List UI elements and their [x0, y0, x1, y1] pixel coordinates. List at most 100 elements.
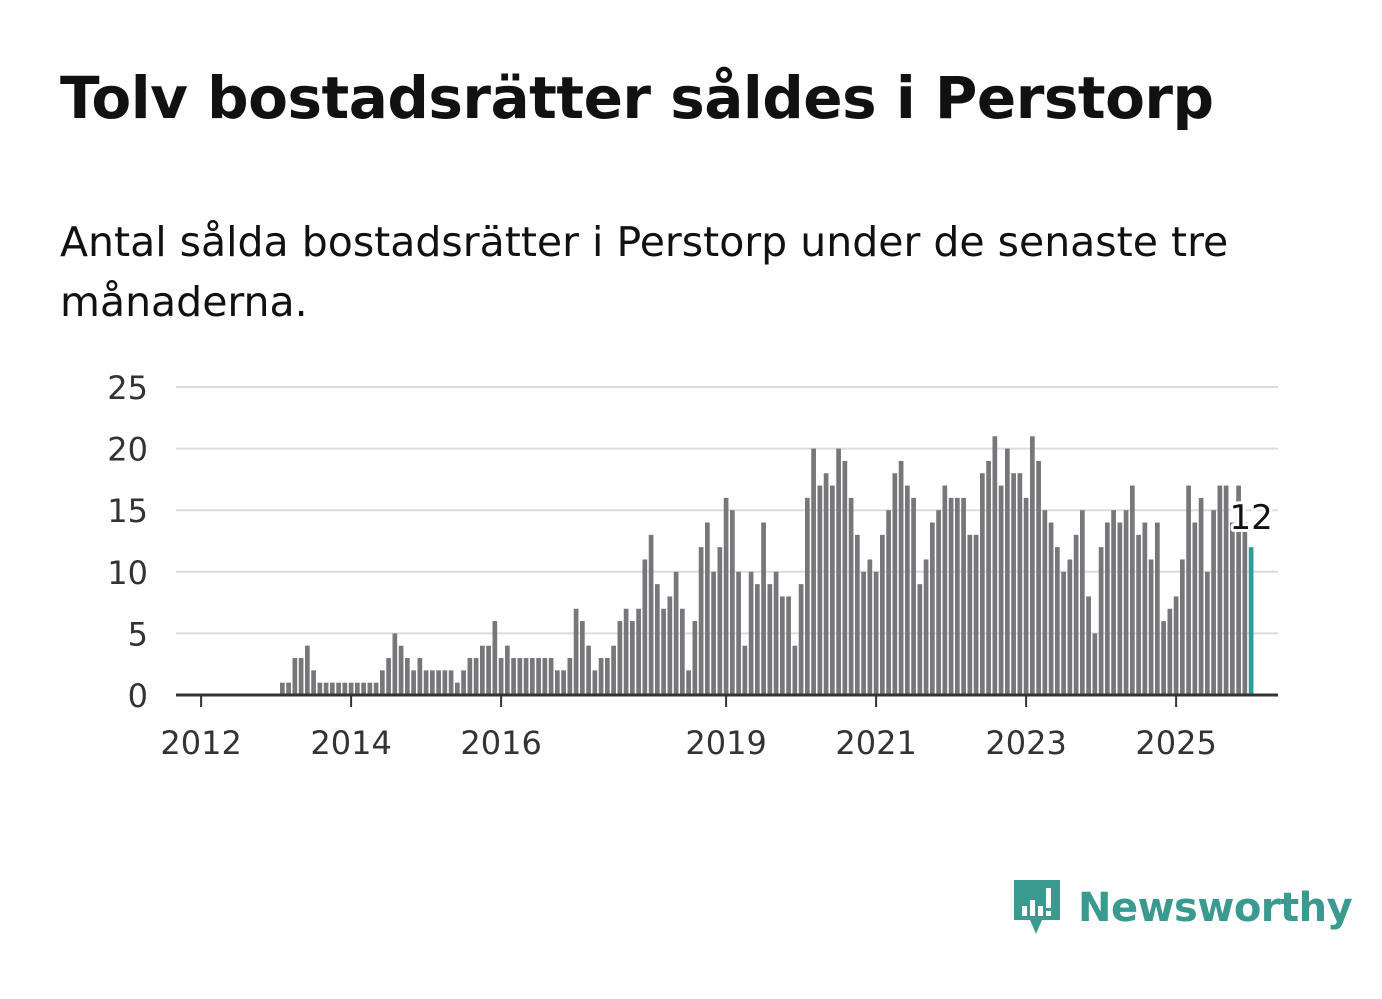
y-tick-label: 20 — [107, 431, 148, 469]
bar — [755, 584, 760, 695]
bar — [1217, 485, 1223, 695]
bar — [1092, 633, 1098, 695]
bar — [1067, 559, 1073, 695]
bar — [486, 645, 491, 695]
bar — [848, 497, 854, 695]
bar — [1048, 522, 1054, 695]
bar — [1161, 621, 1166, 695]
brand-logo: Newsworthy — [1010, 876, 1353, 940]
bar — [523, 658, 529, 695]
bar — [1055, 547, 1060, 695]
bar — [1023, 497, 1029, 695]
page-title: Tolv bostadsrätter såldes i Perstorp — [60, 64, 1214, 132]
bar — [536, 658, 541, 695]
bar — [811, 448, 816, 695]
x-axis-ticks — [200, 695, 1178, 707]
y-axis-labels: 0 5 10 15 20 25 — [107, 369, 148, 715]
bar — [780, 596, 785, 695]
bar — [698, 547, 704, 695]
y-tick-label: 5 — [128, 615, 148, 653]
bar — [967, 534, 973, 695]
bar — [917, 584, 923, 695]
bar — [342, 682, 348, 695]
bar — [292, 658, 298, 695]
bar — [723, 497, 729, 695]
bar — [680, 608, 685, 695]
bar — [805, 497, 810, 695]
bar — [1136, 534, 1141, 695]
bar — [1123, 510, 1129, 695]
bar — [1236, 485, 1241, 695]
bar — [548, 658, 554, 695]
bar — [905, 485, 910, 695]
x-axis-labels: 2012 2014 2016 2019 2021 2023 2025 — [160, 724, 1216, 762]
bar — [692, 621, 698, 695]
x-tick-label: 2023 — [985, 724, 1066, 762]
x-tick-label: 2021 — [835, 724, 916, 762]
page-subtitle: Antal sålda bostadsrätter i Perstorp und… — [60, 218, 1229, 326]
bar — [317, 682, 323, 695]
bar — [336, 682, 341, 695]
bar — [867, 559, 873, 695]
bar — [298, 658, 304, 695]
bar — [423, 670, 429, 695]
bar — [1223, 485, 1229, 695]
bar — [605, 658, 610, 695]
bar — [442, 670, 448, 695]
bar — [411, 670, 416, 695]
bar — [667, 596, 673, 695]
bar — [742, 645, 748, 695]
bar — [448, 670, 454, 695]
bar — [923, 559, 929, 695]
bar — [892, 473, 898, 695]
bar — [1211, 510, 1216, 695]
bar — [1155, 522, 1160, 695]
bar — [430, 670, 435, 695]
bar — [436, 670, 441, 695]
bar — [823, 473, 829, 695]
bar — [886, 510, 891, 695]
bar — [498, 658, 504, 695]
bar — [761, 522, 766, 695]
bar — [686, 670, 691, 695]
bar — [280, 682, 285, 695]
bar — [1017, 473, 1023, 695]
bar — [573, 608, 579, 695]
bar — [330, 682, 335, 695]
y-tick-label: 15 — [107, 492, 148, 530]
bar — [1130, 485, 1135, 695]
bar — [767, 584, 773, 695]
bar — [961, 497, 966, 695]
bar — [1073, 534, 1079, 695]
bar — [973, 534, 979, 695]
bar — [323, 682, 329, 695]
bar — [386, 658, 391, 695]
bar — [1030, 436, 1035, 695]
bar — [942, 485, 948, 695]
bar — [1242, 522, 1248, 695]
bar — [617, 621, 623, 695]
bar — [880, 534, 885, 695]
bar — [305, 645, 310, 695]
bar — [511, 658, 516, 695]
bar — [598, 658, 604, 695]
x-tick-label: 2016 — [460, 724, 541, 762]
bar — [611, 645, 616, 695]
x-tick-label: 2012 — [160, 724, 241, 762]
bar — [367, 682, 373, 695]
bar — [717, 547, 723, 695]
bar — [580, 621, 585, 695]
bar — [473, 658, 479, 695]
bar — [655, 584, 660, 695]
x-tick-label: 2019 — [685, 724, 766, 762]
bar — [861, 571, 866, 695]
bar — [855, 534, 860, 695]
bar — [561, 670, 566, 695]
bar — [711, 571, 716, 695]
bar — [873, 571, 879, 695]
bar — [1192, 522, 1198, 695]
bar — [392, 633, 398, 695]
bar — [1098, 547, 1104, 695]
bar — [830, 485, 835, 695]
bar — [1148, 559, 1154, 695]
